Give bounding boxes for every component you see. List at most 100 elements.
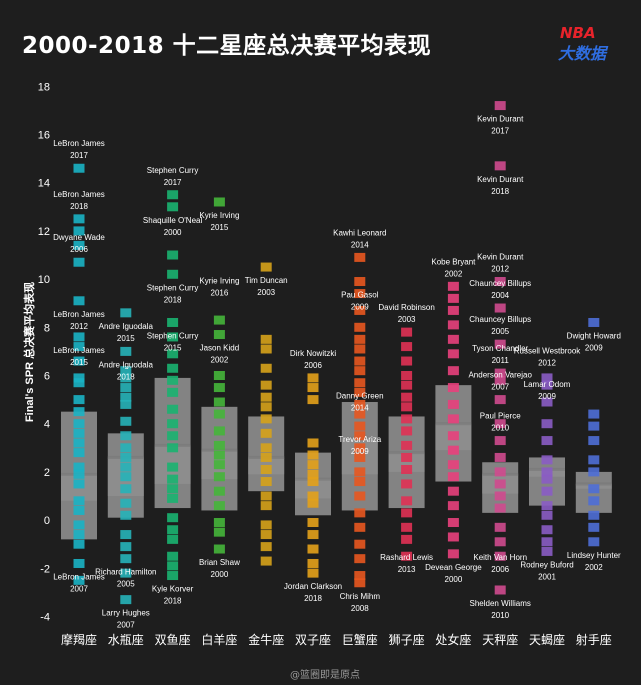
data-point-marker: [447, 399, 459, 409]
data-point-marker: [354, 421, 366, 431]
data-point-marker: [354, 508, 366, 518]
x-category-label: 双鱼座: [155, 632, 191, 647]
data-point-marker: [167, 493, 179, 503]
data-point-marker: [541, 380, 553, 390]
data-point-marker: [447, 501, 459, 511]
data-point-marker: [307, 477, 319, 487]
data-point-marker: [260, 363, 272, 373]
data-point-marker: [120, 452, 132, 462]
data-point-marker: [494, 101, 506, 111]
data-point-marker: [541, 467, 553, 477]
box-median-line: [388, 451, 425, 455]
data-point-marker: [167, 269, 179, 279]
x-category-label: 射手座: [576, 632, 612, 647]
data-point-marker: [354, 289, 366, 299]
data-point-marker: [213, 383, 225, 393]
data-point-marker: [213, 450, 225, 460]
annotation-player: Russell Westbrook: [514, 347, 582, 356]
data-point-marker: [494, 585, 506, 595]
logo-text-top: NBA: [560, 24, 596, 42]
annotation-player: Danny Green: [336, 392, 384, 401]
annotation-player: Jason Kidd: [200, 344, 240, 353]
data-point-marker: [120, 392, 132, 402]
annotation-player: Kevin Durant: [477, 175, 524, 184]
data-point-marker: [354, 344, 366, 354]
data-point-marker: [213, 460, 225, 470]
data-point-marker: [120, 399, 132, 409]
data-point-marker: [167, 387, 179, 397]
annotation-year: 2018: [304, 594, 322, 603]
data-point-marker: [494, 551, 506, 561]
data-point-marker: [447, 518, 459, 528]
annotation-year: 2015: [117, 334, 135, 343]
data-point-marker: [167, 443, 179, 453]
data-point-marker: [260, 344, 272, 354]
data-point-marker: [167, 513, 179, 523]
box-inner-quartile: [295, 479, 331, 499]
data-point-marker: [213, 397, 225, 407]
data-point-marker: [401, 508, 413, 518]
annotation-player: Kevin Durant: [477, 253, 524, 262]
annotation-year: 2017: [164, 178, 182, 187]
data-point-marker: [354, 252, 366, 262]
data-point-marker: [447, 472, 459, 482]
y-tick-label: 12: [38, 226, 50, 238]
data-point-marker: [354, 522, 366, 532]
data-point-marker: [354, 356, 366, 366]
data-point-marker: [120, 308, 132, 318]
data-point-marker: [73, 419, 85, 429]
x-category-label: 天秤座: [482, 632, 518, 647]
data-point-marker: [167, 462, 179, 472]
data-point-marker: [588, 496, 600, 506]
annotation-player: Tim Duncan: [245, 276, 288, 285]
data-point-marker: [588, 436, 600, 446]
data-point-marker: [73, 407, 85, 417]
data-point-marker: [73, 214, 85, 224]
data-point-marker: [354, 467, 366, 477]
data-point-marker: [354, 491, 366, 501]
y-tick-label: 4: [44, 419, 50, 431]
data-point-marker: [494, 277, 506, 287]
annotation-year: 2012: [538, 359, 556, 368]
y-tick-label: 6: [44, 371, 50, 383]
y-tick-label: 18: [38, 81, 50, 93]
y-tick-label: 8: [44, 322, 50, 334]
annotation-player: Stephen Curry: [147, 283, 199, 292]
data-point-marker: [354, 452, 366, 462]
annotation-year: 2018: [164, 295, 182, 304]
annotation-year: 2012: [491, 265, 509, 274]
data-point-marker: [213, 315, 225, 325]
data-point-marker: [401, 440, 413, 450]
y-tick-label: -4: [40, 612, 50, 624]
annotation-player: Brian Shaw: [199, 558, 240, 567]
data-point-marker: [588, 455, 600, 465]
data-point-marker: [541, 397, 553, 407]
annotation-year: 2009: [351, 447, 369, 456]
data-point-marker: [354, 571, 366, 581]
data-point-marker: [307, 518, 319, 528]
data-point-marker: [541, 546, 553, 556]
annotation-player: Rashard Lewis: [380, 553, 433, 562]
data-point-marker: [213, 527, 225, 537]
data-point-marker: [494, 491, 506, 501]
data-point-marker: [260, 491, 272, 501]
logo-text-bottom: 大数据: [558, 44, 607, 63]
data-point-marker: [120, 431, 132, 441]
data-point-marker: [73, 226, 85, 236]
data-point-marker: [120, 346, 132, 356]
data-point-marker: [354, 305, 366, 315]
annotation-player: Kyrie Irving: [199, 211, 239, 220]
data-point-marker: [260, 452, 272, 462]
data-point-marker: [588, 317, 600, 327]
data-point-marker: [354, 431, 366, 441]
data-point-marker: [120, 472, 132, 482]
data-point-marker: [260, 477, 272, 487]
annotation-player: Kobe Bryant: [431, 257, 476, 266]
data-point-marker: [167, 534, 179, 544]
data-point-marker: [260, 556, 272, 566]
annotation-year: 2005: [117, 580, 135, 589]
data-point-marker: [260, 392, 272, 402]
data-point-marker: [73, 448, 85, 458]
data-point-marker: [260, 380, 272, 390]
data-point-marker: [167, 431, 179, 441]
